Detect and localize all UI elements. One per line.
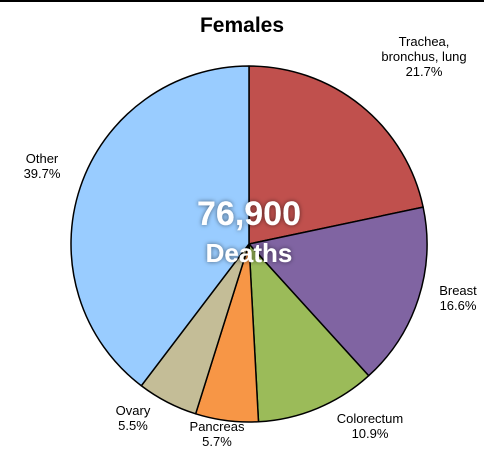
- pie-slice-breast: [248, 206, 428, 377]
- slice-label-trachea-bronchus-lung: Trachea, bronchus, lung 21.7%: [381, 34, 466, 79]
- pie-slice-other: [70, 65, 250, 387]
- center-caption: Deaths: [206, 238, 293, 268]
- slice-label-breast: Breast 16.6%: [439, 283, 477, 313]
- chart-title: Females: [199, 14, 285, 37]
- center-total: 76,900: [197, 195, 301, 233]
- pie-slice-colorectum: [248, 243, 370, 423]
- slice-label-ovary: Ovary 5.5%: [116, 403, 151, 433]
- top-rule: [0, 0, 484, 2]
- pie-slice-trachea-bronchus-lung: [248, 65, 424, 245]
- slice-label-other: Other 39.7%: [24, 151, 61, 181]
- slice-label-colorectum: Colorectum 10.9%: [337, 411, 403, 441]
- slice-label-pancreas: Pancreas 5.7%: [190, 419, 245, 449]
